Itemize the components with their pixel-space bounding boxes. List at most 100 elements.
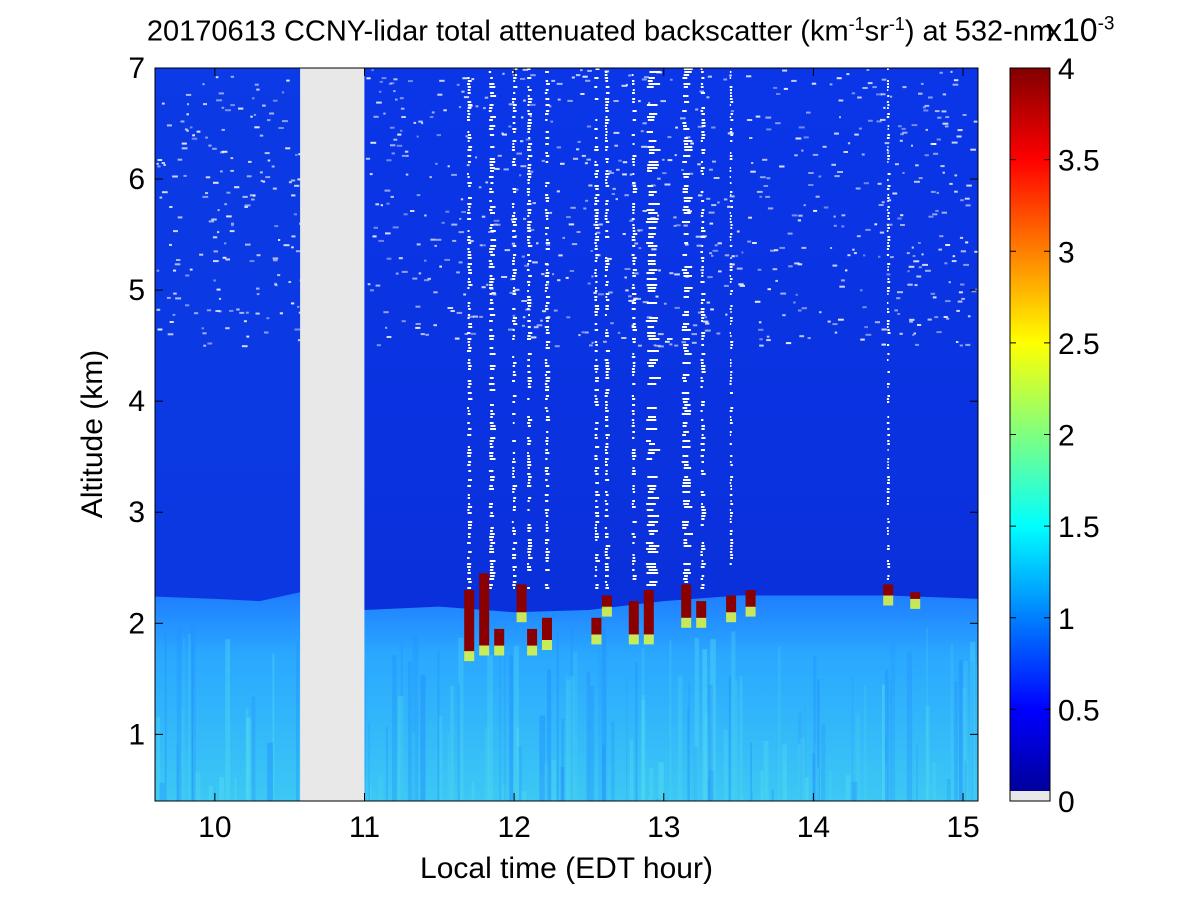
noise-speckle: [493, 223, 498, 226]
noise-speckle: [949, 182, 953, 185]
noise-speckle: [908, 265, 915, 268]
bl-texture-streak: [845, 774, 851, 801]
noise-speckle: [776, 93, 781, 95]
noisy-column-pixel: [886, 503, 889, 505]
noisy-column-pixel: [887, 458, 890, 460]
noisy-column-pixel: [730, 479, 732, 481]
noisy-column-pixel: [467, 350, 472, 352]
noise-speckle: [388, 82, 393, 85]
noisy-column-pixel: [604, 215, 608, 217]
noisy-column-pixel: [512, 290, 516, 292]
noise-speckle: [376, 101, 382, 104]
noise-speckle: [928, 96, 933, 99]
noisy-column-pixel: [631, 218, 635, 220]
noisy-column-pixel: [632, 212, 635, 214]
noise-speckle: [156, 308, 161, 311]
noisy-column-pixel: [545, 341, 551, 343]
bl-texture-streak: [829, 770, 832, 801]
noise-speckle: [877, 182, 882, 185]
noise-speckle: [454, 337, 460, 340]
noisy-column-pixel: [646, 242, 654, 244]
noise-speckle: [496, 223, 501, 226]
bl-texture-streak: [598, 650, 603, 801]
noise-speckle: [714, 244, 718, 247]
noisy-column-pixel: [632, 284, 635, 286]
noisy-column-pixel: [528, 332, 533, 334]
noisy-column-pixel: [490, 476, 495, 478]
noise-speckle: [205, 192, 209, 195]
noise-speckle: [660, 100, 666, 103]
noisy-column-pixel: [512, 365, 516, 367]
noise-speckle: [521, 255, 525, 258]
noisy-column-pixel: [632, 317, 636, 319]
bl-texture-streak: [804, 706, 806, 801]
noisy-column-pixel: [605, 362, 610, 364]
noise-speckle: [897, 217, 902, 220]
noisy-column-pixel: [886, 137, 890, 139]
noisy-column-pixel: [595, 170, 599, 172]
bl-texture-streak: [392, 654, 397, 801]
noisy-column-pixel: [683, 272, 689, 274]
noise-speckle: [169, 321, 174, 323]
noisy-column-pixel: [887, 332, 891, 334]
noisy-column-pixel: [701, 293, 706, 295]
noisy-column-pixel: [490, 428, 496, 430]
noise-speckle: [930, 292, 936, 295]
noisy-column-pixel: [489, 284, 493, 286]
noise-speckle: [598, 223, 603, 226]
noisy-column-pixel: [605, 119, 610, 121]
noise-speckle: [759, 344, 764, 347]
noisy-column-pixel: [595, 281, 598, 283]
noise-speckle: [208, 220, 215, 223]
noisy-column-pixel: [512, 554, 517, 556]
noisy-column-pixel: [684, 242, 689, 244]
noisy-column-pixel: [683, 503, 689, 505]
bl-texture-streak: [799, 738, 806, 801]
noise-speckle: [282, 120, 288, 123]
noisy-column-pixel: [488, 266, 495, 268]
noisy-column-pixel: [632, 437, 635, 439]
noisy-column-pixel: [730, 101, 734, 103]
noisy-column-pixel: [489, 107, 493, 109]
noise-speckle: [738, 283, 744, 286]
noisy-column-pixel: [511, 149, 515, 151]
noisy-column-pixel: [684, 287, 693, 289]
noisy-column-pixel: [700, 308, 705, 310]
noisy-column-pixel: [647, 491, 654, 493]
noise-speckle: [392, 226, 399, 229]
noise-speckle: [238, 107, 244, 110]
noise-speckle: [497, 154, 502, 157]
noisy-column-pixel: [527, 263, 530, 265]
noise-speckle: [475, 105, 479, 108]
noisy-column-pixel: [605, 374, 609, 376]
noise-speckle: [231, 224, 234, 227]
noise-speckle: [375, 203, 380, 206]
noise-speckle: [782, 69, 788, 72]
noisy-column-pixel: [683, 275, 692, 277]
noise-speckle: [181, 147, 188, 150]
noisy-column-pixel: [488, 176, 494, 178]
noisy-column-pixel: [730, 239, 732, 241]
noisy-column-pixel: [886, 527, 889, 529]
noisy-column-pixel: [632, 275, 636, 277]
noisy-column-pixel: [527, 158, 530, 160]
noisy-column-pixel: [467, 455, 471, 457]
noise-speckle: [890, 256, 894, 259]
noise-speckle: [622, 161, 628, 164]
noisy-column-pixel: [632, 575, 637, 577]
noisy-column-pixel: [595, 287, 597, 289]
bl-texture-streak: [813, 655, 817, 801]
noise-speckle: [798, 214, 803, 217]
noisy-column-pixel: [605, 470, 608, 472]
noisy-column-pixel: [701, 299, 705, 301]
noise-speckle: [707, 276, 713, 279]
noise-speckle: [478, 186, 482, 189]
noise-speckle: [172, 175, 178, 178]
bl-texture-streak: [362, 777, 367, 801]
noisy-column-pixel: [886, 320, 890, 322]
noisy-column-pixel: [887, 263, 891, 265]
noise-speckle: [174, 263, 181, 266]
noisy-column-pixel: [545, 197, 550, 199]
noisy-column-pixel: [594, 233, 597, 235]
noise-speckle: [218, 297, 222, 300]
